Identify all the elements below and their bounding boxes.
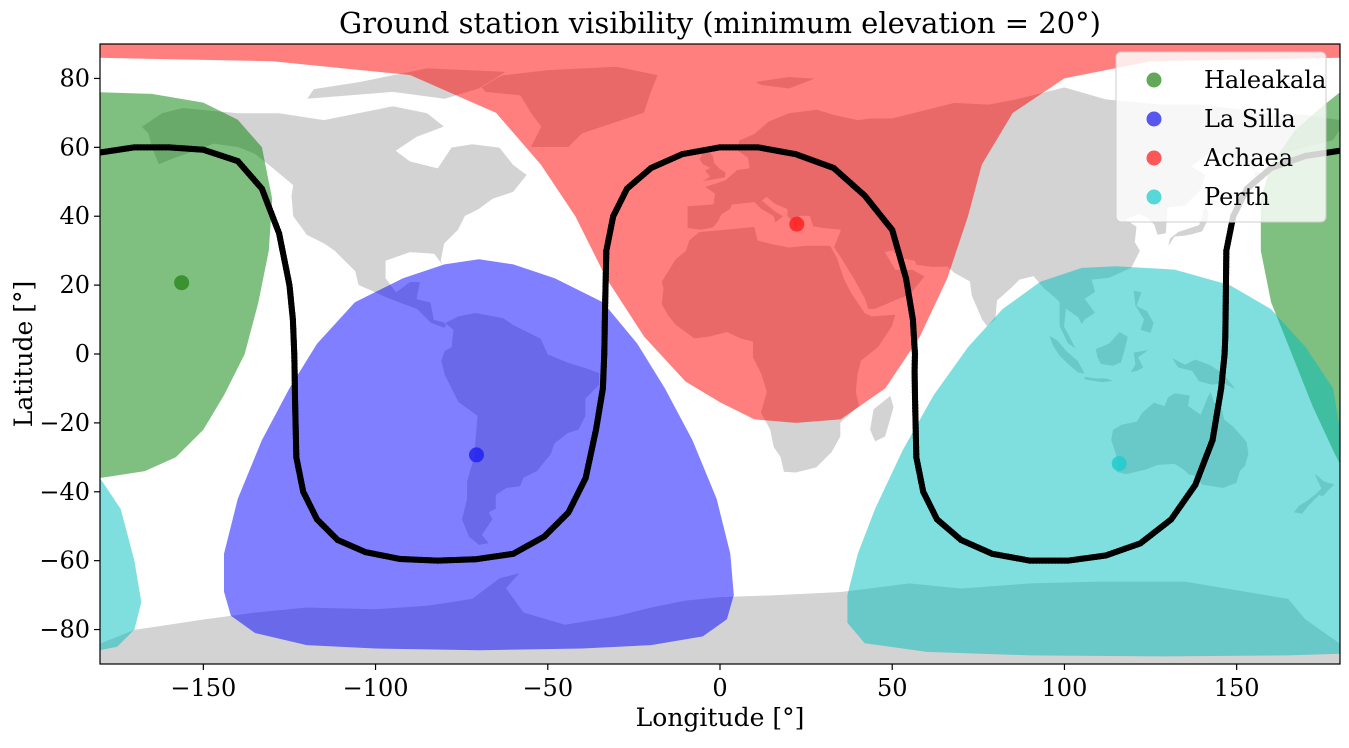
legend-marker-haleakala (1146, 72, 1162, 88)
y-tick-label: −60 (39, 547, 90, 575)
x-axis-label: Longitude [°] (636, 703, 805, 732)
x-tick-label: −150 (170, 674, 236, 702)
ground-track (100, 144, 1340, 564)
y-tick-label: 60 (59, 133, 90, 161)
y-tick-label: 0 (75, 340, 90, 368)
station-marker-la-silla (468, 447, 484, 463)
legend-marker-achaea (1146, 150, 1162, 166)
y-axis-label: Latitude [°] (9, 281, 38, 427)
x-tick-label: 0 (712, 674, 727, 702)
region-perth-1 (100, 478, 142, 651)
station-marker-haleakala (174, 275, 190, 291)
legend-label: La Silla (1204, 105, 1296, 133)
y-tick-label: 20 (59, 271, 90, 299)
legend: Haleakala La Silla Achaea Perth (1115, 51, 1327, 223)
legend-label: Perth (1204, 183, 1270, 211)
x-tick-label: 50 (877, 674, 908, 702)
region-achaea (100, 44, 1340, 423)
track-point (1333, 148, 1340, 155)
station-marker-achaea (789, 216, 805, 232)
station-markers (174, 216, 1127, 472)
region-perth (847, 266, 1340, 657)
chart-title: Ground station visibility (minimum eleva… (339, 6, 1101, 40)
y-tick-label: −80 (39, 616, 90, 644)
legend-label: Haleakala (1204, 66, 1326, 94)
y-axis-ticks: −80 −60 −40 −20 0 20 40 60 80 (39, 64, 100, 644)
ground-track-points (100, 144, 1340, 564)
x-tick-label: −100 (343, 674, 409, 702)
x-tick-label: 100 (1042, 674, 1088, 702)
x-axis-ticks: −150 −100 −50 0 50 100 150 (170, 664, 1260, 702)
land-madagascar (869, 394, 895, 443)
station-marker-perth (1111, 456, 1127, 472)
legend-label: Achaea (1203, 144, 1293, 172)
y-tick-label: 40 (59, 202, 90, 230)
x-tick-label: −50 (522, 674, 573, 702)
legend-marker-la-silla (1146, 111, 1162, 127)
y-tick-label: 80 (59, 64, 90, 92)
legend-marker-perth (1146, 189, 1162, 205)
legend-box (1115, 51, 1327, 223)
y-tick-label: −20 (39, 409, 90, 437)
x-tick-label: 150 (1214, 674, 1260, 702)
y-tick-label: −40 (39, 478, 90, 506)
